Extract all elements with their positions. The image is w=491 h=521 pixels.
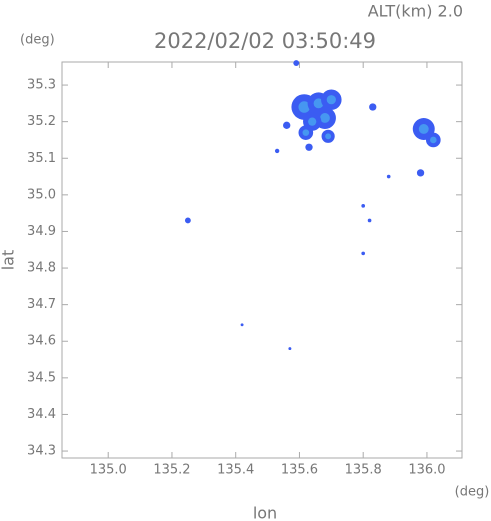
echo-cell: [416, 169, 425, 177]
x-axis-label: lon: [253, 504, 277, 521]
x-unit: (deg): [455, 485, 490, 500]
echo-core: [308, 117, 317, 126]
echo-cell: [367, 218, 372, 223]
echo-cell: [361, 251, 366, 256]
y-tick-label: 34.3: [27, 444, 56, 459]
x-tick-label: 136.0: [408, 463, 445, 478]
echo-cell: [288, 347, 292, 351]
x-tick-label: 135.0: [90, 463, 127, 478]
echo-core: [418, 124, 429, 134]
echo-cell: [386, 174, 391, 179]
x-tick-label: 135.8: [345, 463, 382, 478]
x-tick-label: 135.4: [217, 463, 254, 478]
y-tick-label: 34.7: [27, 297, 56, 312]
echo-cell: [305, 143, 313, 151]
echo-cell: [184, 217, 191, 224]
echo-cell: [240, 323, 244, 327]
y-axis-label: lat: [0, 250, 18, 271]
echo-core: [313, 98, 324, 109]
y-tick-label: 35.2: [27, 114, 56, 129]
echo-cell: [293, 60, 300, 67]
y-tick-label: 34.6: [27, 334, 56, 349]
echo-core: [326, 95, 336, 105]
echo-cell: [283, 121, 291, 129]
echo-core: [430, 136, 437, 144]
echo-cell: [274, 148, 280, 154]
y-tick-label: 35.3: [27, 78, 56, 93]
echo-cell: [361, 204, 366, 208]
y-tick-label: 34.8: [27, 261, 56, 276]
plot-frame: [61, 61, 463, 459]
echo-core: [298, 101, 310, 113]
echo-core: [320, 113, 330, 123]
y-tick-label: 34.5: [27, 370, 56, 385]
echo-cell: [369, 103, 377, 111]
y-tick-label: 35.0: [27, 187, 56, 202]
y-tick-label: 34.4: [27, 407, 56, 422]
echo-core: [325, 133, 332, 140]
chart-title: 2022/02/02 03:50:49: [154, 29, 376, 53]
y-tick-label: 35.1: [27, 151, 56, 166]
x-tick-label: 135.2: [153, 463, 190, 478]
y-unit: (deg): [20, 33, 55, 48]
echo-core: [302, 129, 310, 136]
altitude: ALT(km) 2.0: [368, 2, 463, 21]
x-tick-label: 135.6: [281, 463, 318, 478]
y-tick-label: 34.9: [27, 224, 56, 239]
